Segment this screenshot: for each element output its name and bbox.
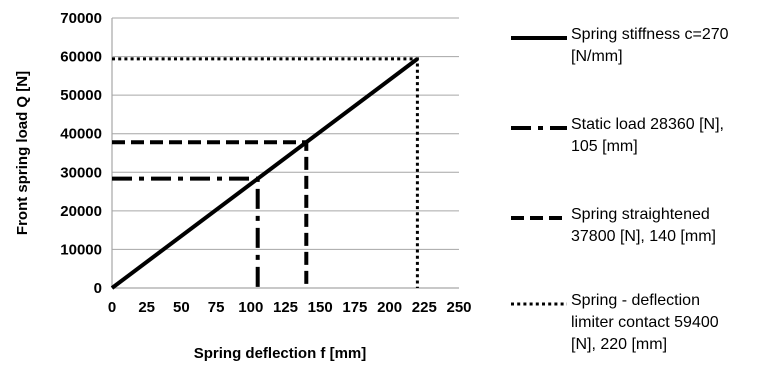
x-tick-label: 125	[273, 299, 298, 316]
y-tick-label: 50000	[60, 87, 102, 104]
tick-labels: 0 10000 20000 30000 40000 50000 60000 70000 0 25 5…	[60, 10, 471, 316]
y-tick-label: 10000	[60, 241, 102, 258]
y-tick-label: 40000	[60, 126, 102, 143]
x-tick-label: 175	[342, 299, 367, 316]
x-tick-label: 0	[108, 299, 116, 316]
x-tick-label: 250	[446, 299, 471, 316]
legend-label-static-load: Static load 28360 [N], 105 [mm]	[571, 116, 724, 155]
series-line-dotted	[112, 57, 419, 288]
series-lines	[110, 57, 419, 290]
series-line-dashed	[112, 140, 309, 288]
y-tick-label: 30000	[60, 164, 102, 181]
y-tick-label: 20000	[60, 203, 102, 220]
legend-swatch-dotted	[511, 302, 567, 306]
y-axis-title: Front spring load Q [N]	[14, 71, 31, 235]
grid-lines	[112, 17, 459, 250]
legend-label-stiffness: Spring stiffness c=270 [N/mm]	[571, 26, 729, 65]
legend-item-straightened: Spring straightened 37800 [N], 140 [mm]	[510, 204, 772, 264]
x-tick-label: 225	[412, 299, 437, 316]
legend-item-stiffness: Spring stiffness c=270 [N/mm]	[510, 24, 772, 84]
y-tick-label: 70000	[60, 10, 102, 27]
legend-label-straightened: Spring straightened 37800 [N], 140 [mm]	[571, 206, 716, 245]
x-tick-label: 200	[377, 299, 402, 316]
x-axis-title: Spring deflection f [mm]	[194, 345, 367, 362]
legend-swatch-dashed	[511, 216, 567, 220]
axes	[111, 18, 459, 289]
legend: Spring stiffness c=270 [N/mm] Static loa…	[510, 0, 772, 365]
legend-swatch-solid	[511, 36, 567, 40]
legend-item-limiter-contact: Spring - deflection limiter contact 5940…	[510, 290, 772, 353]
y-tick-label: 0	[94, 280, 102, 297]
x-tick-label: 150	[308, 299, 333, 316]
x-tick-label: 75	[208, 299, 225, 316]
x-tick-label: 100	[238, 299, 263, 316]
x-tick-label: 25	[138, 299, 155, 316]
legend-label-limiter-contact: Spring - deflection limiter contact 5940…	[571, 292, 719, 353]
legend-swatch-dash-dot	[511, 126, 567, 130]
series-line-solid	[110, 57, 419, 290]
legend-item-static-load: Static load 28360 [N], 105 [mm]	[510, 114, 772, 174]
y-tick-label: 60000	[60, 49, 102, 66]
series-line-dash-dot	[112, 176, 260, 288]
x-tick-label: 50	[173, 299, 190, 316]
chart-plot: 0 10000 20000 30000 40000 50000 60000 70000 0 25 5…	[14, 10, 472, 362]
